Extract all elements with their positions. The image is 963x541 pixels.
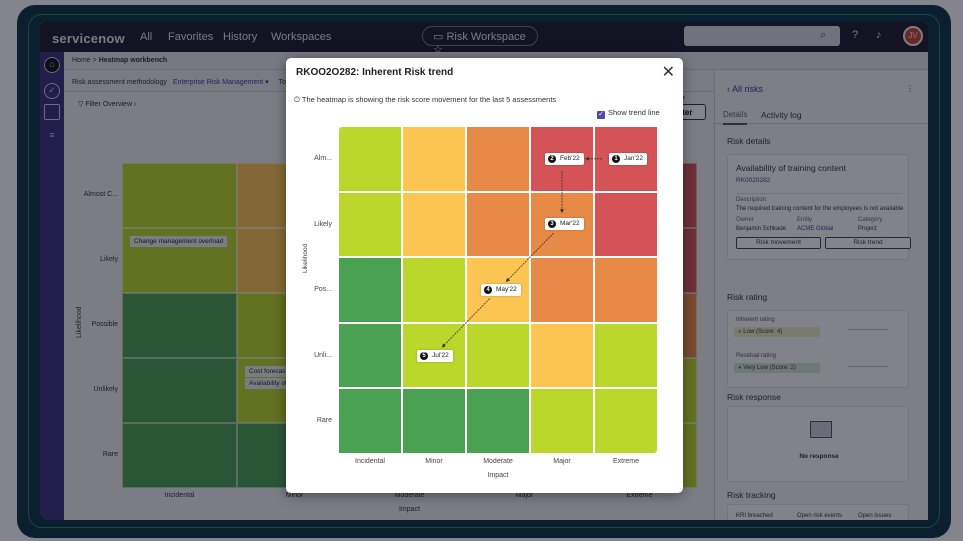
y-axis-label: Rare bbox=[316, 417, 332, 425]
y-axis-title: Likelihood bbox=[302, 243, 309, 273]
marker-date-label: May'22 bbox=[496, 286, 517, 293]
assessment-marker[interactable]: 4 May'22 bbox=[481, 284, 521, 296]
marker-date-label: Jul'22 bbox=[432, 351, 449, 359]
heatmap-cell[interactable] bbox=[338, 322, 402, 389]
heatmap-cell[interactable] bbox=[594, 191, 658, 258]
y-axis-label: Alm... bbox=[314, 155, 332, 162]
x-axis-title: Impact bbox=[487, 472, 509, 479]
checkbox-checked-icon[interactable]: ✓ bbox=[597, 111, 605, 119]
marker-number-badge: 1 bbox=[612, 154, 620, 163]
x-axis-label: Extreme bbox=[612, 458, 640, 465]
x-axis-label: Incidental bbox=[355, 458, 385, 465]
marker-date-label: Feb'22 bbox=[560, 154, 580, 162]
heatmap-cell[interactable] bbox=[402, 257, 466, 323]
heatmap-cell[interactable] bbox=[402, 126, 466, 192]
y-axis-label: Unli... bbox=[314, 351, 332, 359]
x-axis-label: Minor bbox=[425, 458, 443, 465]
heatmap-cell[interactable] bbox=[594, 388, 658, 454]
marker-number-badge: 2 bbox=[548, 154, 556, 163]
clock-icon: 🕒︎ bbox=[294, 95, 302, 104]
show-trend-line-checkbox[interactable]: ✓ Show trend line bbox=[597, 108, 660, 119]
marker-date-label: Mar'22 bbox=[560, 220, 580, 228]
close-icon[interactable]: ✕ bbox=[661, 64, 675, 81]
heatmap-cell[interactable] bbox=[402, 191, 466, 258]
y-axis-label: Pos... bbox=[314, 286, 332, 294]
marker-date-label: Jan'22 bbox=[624, 154, 643, 162]
heatmap-cell[interactable] bbox=[338, 257, 402, 323]
heatmap-cell[interactable] bbox=[594, 257, 658, 323]
y-axis-label: Likely bbox=[314, 220, 332, 228]
inherent-risk-trend-modal: RKOO2O282: Inherent Risk trend ✕ 🕒︎ The … bbox=[286, 58, 683, 493]
assessment-marker[interactable]: 3 Mar'22 bbox=[545, 218, 584, 231]
heatmap-cell[interactable] bbox=[530, 257, 594, 323]
marker-number-badge: 5 bbox=[420, 351, 428, 360]
x-axis-label: Moderate bbox=[483, 458, 513, 465]
heatmap-cell[interactable] bbox=[530, 388, 594, 454]
heatmap-cell[interactable] bbox=[466, 322, 530, 389]
modal-info-text: The heatmap is showing the risk score mo… bbox=[301, 95, 557, 104]
heatmap-cell[interactable] bbox=[402, 388, 466, 454]
assessment-marker[interactable]: 5 Jul'22 bbox=[417, 349, 453, 362]
marker-number-badge: 4 bbox=[484, 286, 492, 294]
heatmap-cell[interactable] bbox=[338, 126, 402, 192]
heatmap-cell[interactable] bbox=[338, 388, 402, 454]
heatmap-cell[interactable] bbox=[594, 322, 658, 389]
assessment-marker[interactable]: 2 Feb'22 bbox=[545, 152, 584, 165]
modal-info: 🕒︎ The heatmap is showing the risk score… bbox=[294, 95, 556, 105]
assessment-marker[interactable]: 1 Jan'22 bbox=[609, 152, 647, 165]
modal-title: RKOO2O282: Inherent Risk trend bbox=[296, 67, 454, 78]
heatmap-cell[interactable] bbox=[530, 322, 594, 389]
heatmap-cell[interactable] bbox=[338, 191, 402, 258]
x-axis-label: Major bbox=[553, 458, 571, 465]
marker-number-badge: 3 bbox=[548, 220, 556, 229]
show-trend-line-label: Show trend line bbox=[608, 108, 660, 117]
heatmap-cell[interactable] bbox=[466, 126, 530, 192]
heatmap-cell[interactable] bbox=[466, 191, 530, 258]
heatmap-cell[interactable] bbox=[466, 388, 530, 454]
